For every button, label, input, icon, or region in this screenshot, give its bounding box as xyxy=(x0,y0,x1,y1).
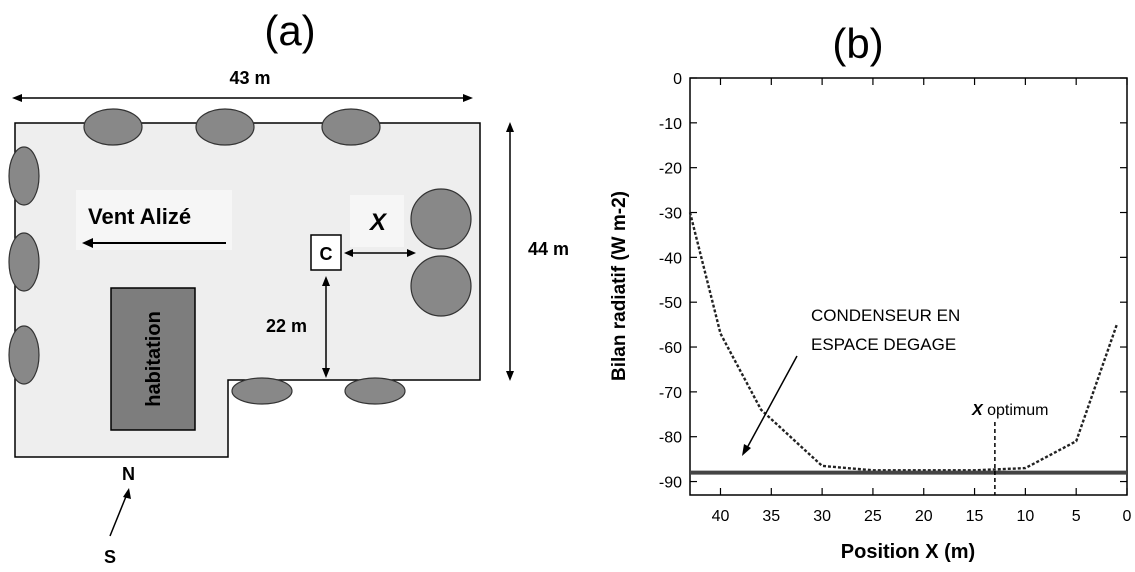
y-tick-label: -40 xyxy=(659,250,682,267)
wind-arrow xyxy=(82,238,226,248)
x-tick-label: 35 xyxy=(762,508,780,525)
x-tick-label: 15 xyxy=(966,508,984,525)
y-tick-label: -10 xyxy=(659,116,682,133)
plot-frame xyxy=(689,77,1128,496)
width-label: 43 m xyxy=(229,68,270,88)
compass: N S xyxy=(104,464,135,567)
x-tick-label: 30 xyxy=(813,508,831,525)
tree xyxy=(231,377,293,405)
series-layer xyxy=(688,212,1127,475)
distance-dimension: 22 m xyxy=(266,276,330,378)
chart-title: (b) xyxy=(832,20,883,67)
condenser-box xyxy=(310,234,342,271)
y-axis-title: Bilan radiatif (W m-2) xyxy=(609,191,630,381)
x-axis-title: Position X (m) xyxy=(841,541,975,563)
x-distance-label: X xyxy=(368,209,388,236)
y-tick-label: -60 xyxy=(659,340,682,357)
x-axis-ticks: 40 35 30 25 20 15 10 5 0 xyxy=(712,78,1132,525)
annotation-arrow xyxy=(742,355,798,456)
y-tick-label: -30 xyxy=(659,206,682,223)
annotation-line1: CONDENSEUR EN xyxy=(811,306,960,325)
distance-label: 22 m xyxy=(266,316,307,336)
x-tick-label: 20 xyxy=(915,508,933,525)
x-tick-label: 10 xyxy=(1016,508,1034,525)
height-dimension: 44 m xyxy=(506,122,569,381)
habitation-block xyxy=(110,287,196,431)
trees xyxy=(8,108,472,405)
tree xyxy=(410,188,472,250)
x-tick-label: 0 xyxy=(1123,508,1132,525)
optimum-label: X optimum xyxy=(971,402,1048,419)
x-tick-label: 25 xyxy=(864,508,882,525)
annotation-line2: ESPACE DEGAGE xyxy=(811,335,956,354)
panel-a: (a) 43 m 44 m xyxy=(8,7,569,567)
condenser-label: C xyxy=(320,244,333,264)
height-label: 44 m xyxy=(528,239,569,259)
x-label-bg xyxy=(350,195,404,247)
width-dimension: 43 m xyxy=(12,68,473,102)
x-tick-label: 5 xyxy=(1072,508,1081,525)
tree xyxy=(8,325,40,385)
tree xyxy=(321,108,381,146)
y-tick-label: -20 xyxy=(659,161,682,178)
plot-outline xyxy=(14,122,481,458)
x-tick-label: 40 xyxy=(712,508,730,525)
panel-a-label: (a) xyxy=(264,7,315,54)
y-tick-label: -50 xyxy=(659,295,682,312)
y-axis-ticks: 0 -10 -20 -30 -40 -50 -60 -70 -80 -90 xyxy=(659,71,1127,492)
north-label: N xyxy=(122,464,135,484)
y-tick-label: -70 xyxy=(659,385,682,402)
panel-b: (b) 0 -10 -20 -30 -40 -50 -60 -70 -80 -90 40 35 30 2… xyxy=(609,20,1132,563)
y-tick-label: -90 xyxy=(659,475,682,492)
tree xyxy=(8,232,40,292)
x-distance-arrow xyxy=(344,249,416,257)
optimum-var: X xyxy=(971,402,984,419)
radiative-balance-line xyxy=(688,212,1118,472)
south-label: S xyxy=(104,547,116,567)
tree xyxy=(344,377,406,405)
habitation-label: habitation xyxy=(143,311,165,407)
tree xyxy=(195,108,255,146)
tree xyxy=(8,146,40,206)
y-tick-label: 0 xyxy=(673,71,682,88)
tree xyxy=(410,255,472,317)
optimum-text: optimum xyxy=(983,402,1049,419)
wind-label-bg xyxy=(76,190,232,250)
y-tick-label: -80 xyxy=(659,430,682,447)
wind-label: Vent Alizé xyxy=(88,204,191,229)
tree xyxy=(83,108,143,146)
